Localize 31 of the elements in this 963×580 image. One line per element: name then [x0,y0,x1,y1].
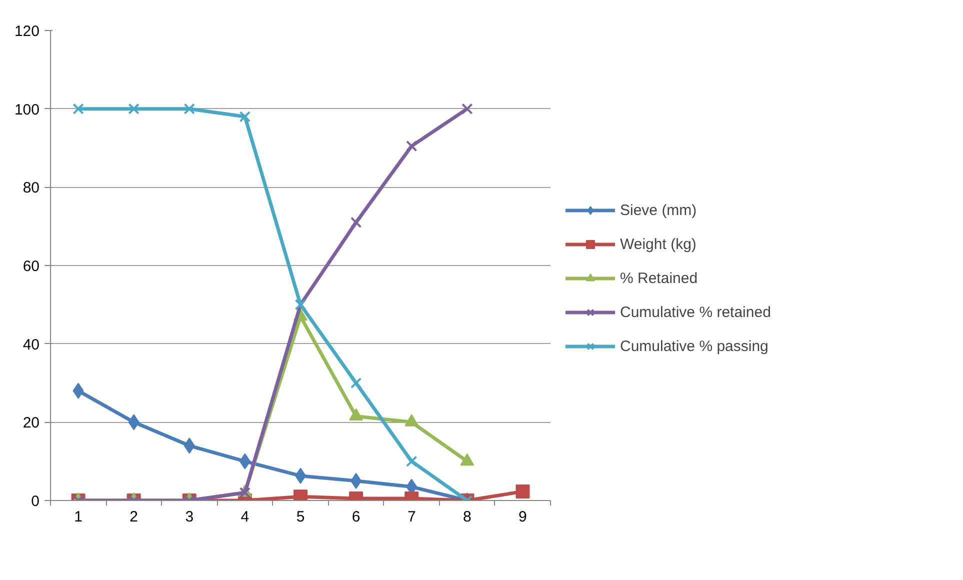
y-tick-label: 100 [14,101,40,118]
point [184,103,195,114]
x-tick-label: 9 [518,508,527,526]
x-tick-label: 4 [240,508,250,526]
point [350,216,362,228]
x-tick-label: 8 [462,508,472,526]
point [128,103,140,114]
point [239,111,251,122]
legend-label: % Retained [620,270,698,286]
x-tick-label: 6 [352,508,360,526]
y-tick-label: 40 [22,336,40,354]
y-tick-label: 60 [22,258,40,275]
x-tick-label: 3 [185,508,194,526]
legend-label: Cumulative % retained [620,304,771,320]
point [72,103,84,114]
legend-label: Sieve (mm) [620,202,697,218]
y-tick-label: 20 [22,414,40,432]
point [460,453,474,466]
point [404,414,419,426]
y-tick-label: 0 [31,493,40,510]
y-tick-label: 120 [14,23,40,40]
legend-label: Cumulative % passing [620,338,768,354]
point [349,408,364,421]
x-tick-label: 2 [130,508,138,526]
x-tick-label: 7 [407,508,416,526]
legend-label: Weight (kg) [620,236,696,252]
x-tick-label: 5 [296,508,305,526]
y-tick-label: 80 [22,180,40,197]
point [462,103,473,114]
x-tick-label: 1 [74,508,82,526]
point [406,140,418,152]
